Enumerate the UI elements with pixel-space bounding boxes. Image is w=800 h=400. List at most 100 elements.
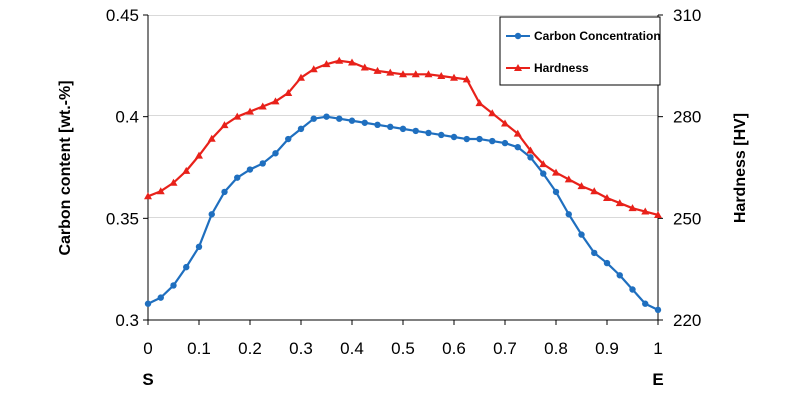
carbon-concentration-point	[144, 300, 152, 307]
x-tick-label: 0.6	[442, 339, 466, 358]
carbon-concentration-point	[412, 127, 419, 135]
x-tick-label: 0.9	[595, 339, 619, 358]
hardness-point	[399, 70, 407, 78]
carbon-concentration-point	[578, 231, 585, 238]
left-tick-label: 0.35	[106, 209, 139, 228]
carbon-concentration-point	[642, 300, 649, 307]
hardness-point	[501, 119, 509, 127]
right-axis-title: Hardness [HV]	[732, 113, 749, 223]
hardness-point	[552, 168, 560, 176]
hardness-point	[628, 204, 637, 212]
carbon-concentration-point	[361, 119, 368, 126]
hardness-point	[220, 121, 229, 129]
left-tick-label: 0.45	[106, 6, 139, 25]
carbon-concentration-point	[170, 282, 177, 289]
hardness-point	[615, 199, 624, 207]
carbon-concentration-point	[195, 243, 203, 250]
hardness-point	[424, 70, 433, 78]
hardness-point	[386, 68, 395, 76]
hardness-point	[297, 73, 305, 81]
hardness-point	[654, 210, 662, 218]
hardness-point	[144, 192, 152, 200]
x-tick-label: 0.5	[391, 339, 415, 358]
hardness-point	[169, 178, 178, 186]
hardness-point	[348, 58, 356, 66]
carbon-concentration-point	[450, 133, 458, 141]
hardness-point	[373, 66, 382, 74]
carbon-concentration-point	[514, 143, 521, 151]
hardness-point	[564, 175, 573, 183]
carbon-concentration-point	[552, 188, 560, 196]
carbon-concentration-point	[591, 249, 598, 257]
hardness-point	[513, 129, 522, 137]
carbon-concentration-point	[540, 170, 547, 177]
carbon-concentration-point	[399, 125, 407, 133]
right-tick-label: 310	[673, 6, 701, 25]
hardness-point	[590, 187, 599, 195]
carbon-concentration-point	[501, 139, 509, 147]
carbon-concentration-point	[476, 135, 483, 143]
series-layer	[144, 56, 662, 314]
x-end-label: E	[652, 370, 663, 389]
legend-box	[499, 16, 661, 86]
carbon-concentration-point	[348, 117, 356, 124]
carbon-concentration-point	[221, 188, 228, 196]
carbon-concentration-line	[147, 115, 659, 311]
left-tick-label: 0.3	[115, 311, 139, 330]
carbon-concentration-point	[527, 154, 534, 161]
hardness-point	[539, 160, 548, 168]
hardness-point	[360, 63, 369, 71]
carbon-concentration-point	[208, 211, 215, 218]
carbon-concentration-point	[310, 115, 317, 122]
x-tick-label: 0.3	[289, 339, 313, 358]
hardness-point	[156, 187, 165, 195]
hardness-point	[526, 146, 535, 154]
carbon-concentration-point	[603, 259, 611, 267]
grid	[148, 15, 658, 218]
hardness-point	[603, 194, 611, 201]
right-tick-label: 220	[673, 311, 701, 330]
carbon-concentration-point	[183, 263, 190, 271]
hardness-point	[411, 70, 420, 78]
carbon-concentration-point	[336, 115, 343, 122]
x-axis-ticks: 0 0.1 0.2 0.3 0.4 0.5 0.6 0.7 0.8 0.9 1	[143, 320, 663, 358]
hardness-point	[322, 60, 331, 68]
x-tick-label: 0.4	[340, 339, 364, 358]
hardness-point	[335, 56, 344, 64]
left-tick-label: 0.4	[115, 108, 139, 127]
carbon-concentration-point	[387, 123, 394, 131]
x-start-label: S	[142, 370, 153, 389]
carbon-concentration-point	[234, 174, 241, 181]
carbon-concentration-point	[246, 166, 254, 173]
hardness-point	[450, 73, 458, 81]
carbon-concentration-point	[463, 135, 470, 143]
x-tick-label: 1	[653, 339, 662, 358]
hardness-point	[437, 72, 446, 79]
hardness-point	[488, 109, 497, 117]
carbon-concentration-point	[297, 125, 305, 133]
hardness-point	[246, 107, 254, 115]
legend: Carbon Concentration Hardness	[499, 16, 661, 86]
hardness-point	[207, 134, 216, 142]
carbon-concentration-point	[374, 121, 381, 128]
legend-marker-hardness	[514, 64, 522, 71]
carbon-concentration-point	[438, 131, 445, 139]
carbon-concentration-point	[425, 129, 432, 137]
x-tick-label: 0.2	[238, 339, 262, 358]
hardness-point	[284, 88, 293, 96]
hardness-point	[182, 166, 191, 174]
x-tick-label: 0.1	[187, 339, 211, 358]
hardness-point	[641, 207, 650, 215]
hardness-point	[271, 97, 280, 105]
left-axis-title: Carbon content [wt.-%]	[57, 80, 74, 255]
x-tick-label: 0.8	[544, 339, 568, 358]
x-tick-label: 0.7	[493, 339, 517, 358]
legend-label-hardness: Hardness	[534, 61, 589, 75]
carbon-concentration-point	[259, 160, 266, 167]
hardness-point	[462, 75, 471, 83]
hardness-point	[309, 65, 318, 73]
hardness-point	[233, 112, 242, 120]
right-axis-ticks: 220 250 280 310	[658, 6, 701, 330]
carbon-concentration-point	[157, 294, 164, 301]
